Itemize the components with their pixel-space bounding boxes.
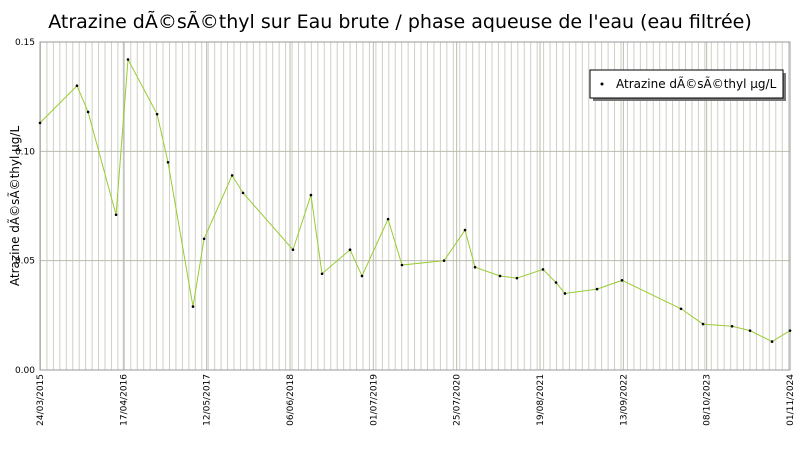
x-tick-label: 25/07/2020	[453, 374, 463, 426]
data-point	[386, 217, 390, 221]
x-tick-label: 01/07/2019	[369, 374, 379, 426]
data-point	[442, 259, 446, 262]
data-point	[515, 276, 519, 280]
legend: Atrazine dÃ©sÃ©thyl µg/L	[589, 69, 786, 101]
x-tick-label: 17/04/2016	[119, 374, 129, 426]
data-point	[473, 265, 477, 269]
data-point	[241, 191, 245, 195]
data-point	[679, 307, 683, 311]
x-tick-label: 24/03/2015	[36, 374, 46, 426]
legend-box	[589, 69, 784, 99]
data-point	[166, 160, 170, 164]
data-point	[788, 329, 792, 332]
data-point	[541, 268, 545, 271]
legend-marker	[600, 82, 604, 86]
data-point	[701, 322, 705, 326]
data-point	[770, 340, 774, 343]
data-point	[360, 274, 364, 278]
x-tick-label: 13/09/2022	[619, 374, 629, 426]
data-point	[126, 58, 130, 61]
data-point	[563, 292, 567, 295]
data-point	[554, 281, 558, 284]
y-tick-label: 0.10	[15, 147, 35, 157]
y-tick-label: 0.00	[15, 366, 35, 376]
plot-frame	[39, 41, 791, 371]
data-point	[595, 287, 599, 291]
grid: 0.00 0.05 0.10 0.15 24/03/2015 17/04/2016 12/0…	[15, 38, 796, 426]
x-tick-label: 19/08/2021	[536, 374, 546, 426]
data-point	[620, 279, 624, 282]
data-point	[291, 248, 295, 252]
data-point	[155, 112, 159, 116]
x-tick-label: 06/06/2018	[286, 374, 296, 426]
data-point	[86, 110, 90, 114]
x-tick-label: 12/05/2017	[203, 374, 213, 426]
data-point	[498, 274, 502, 278]
x-tick-label: 08/10/2023	[703, 374, 713, 426]
y-axis-label: Atrazine dÃ©sÃ©thyl µg/L	[7, 126, 22, 287]
data-point	[348, 248, 352, 252]
data-point	[191, 305, 195, 308]
data-point	[748, 329, 752, 332]
data-point	[75, 84, 79, 88]
data-point	[463, 228, 467, 232]
chart-title: Atrazine dÃ©sÃ©thyl sur Eau brute / phas…	[48, 10, 752, 33]
data-point	[730, 324, 734, 328]
data-point	[400, 263, 404, 267]
x-tick-label: 01/11/2024	[786, 374, 796, 426]
series-line	[39, 57, 791, 343]
data-point	[38, 121, 42, 125]
data-point	[202, 237, 206, 241]
y-tick-label: 0.05	[15, 257, 35, 267]
legend-label: Atrazine dÃ©sÃ©thyl µg/L	[616, 76, 777, 91]
y-tick-label: 0.15	[15, 38, 35, 48]
data-point	[320, 272, 324, 276]
data-point	[114, 213, 118, 217]
data-point	[230, 174, 234, 177]
plot	[38, 57, 792, 343]
data-point	[309, 193, 313, 197]
